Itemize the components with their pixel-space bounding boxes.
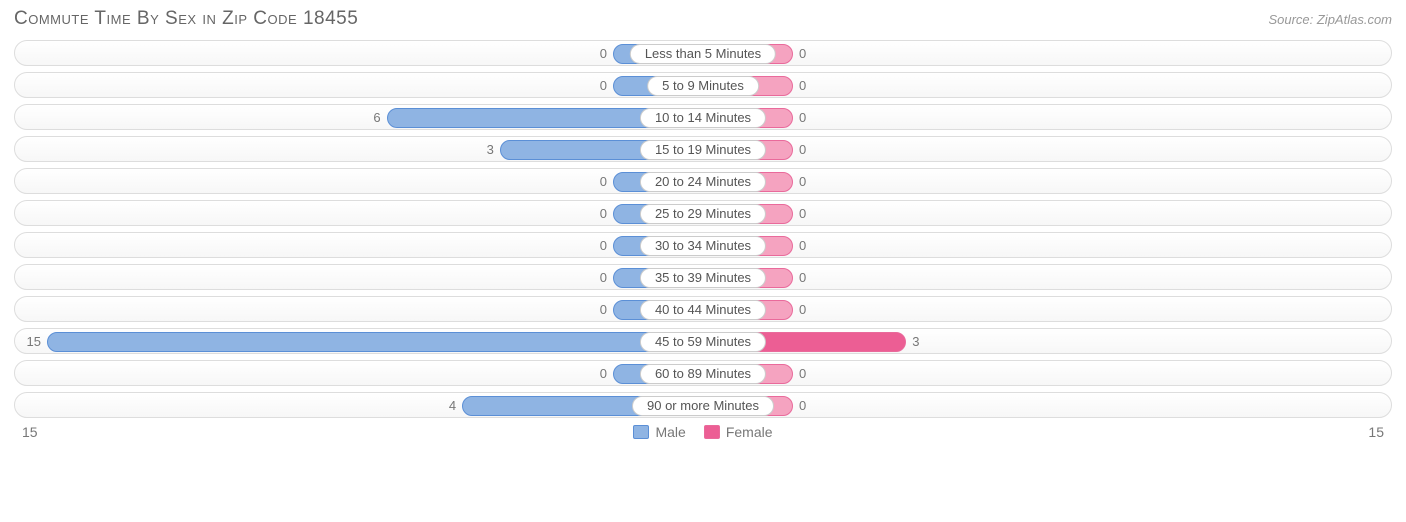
category-pill: Less than 5 Minutes [630, 44, 776, 64]
chart-row: 0 0 5 to 9 Minutes [14, 72, 1392, 98]
male-value-label: 0 [600, 361, 607, 387]
female-value-label: 0 [799, 169, 806, 195]
chart-row: 0 0 40 to 44 Minutes [14, 296, 1392, 322]
male-value-label: 0 [600, 233, 607, 259]
category-pill: 90 or more Minutes [632, 396, 774, 416]
category-pill: 10 to 14 Minutes [640, 108, 766, 128]
category-pill: 35 to 39 Minutes [640, 268, 766, 288]
female-value-label: 0 [799, 105, 806, 131]
chart-container: Commute Time By Sex in Zip Code 18455 So… [0, 0, 1406, 522]
category-pill: 25 to 29 Minutes [640, 204, 766, 224]
chart-rows: 0 0 Less than 5 Minutes 0 0 5 to 9 Minutes 6 0 1… [14, 40, 1392, 418]
female-value-label: 0 [799, 297, 806, 323]
male-value-label: 3 [487, 137, 494, 163]
chart-title: Commute Time By Sex in Zip Code 18455 [14, 8, 358, 30]
legend-item-female: Female [704, 424, 773, 440]
female-value-label: 0 [799, 361, 806, 387]
male-value-label: 0 [600, 297, 607, 323]
female-value-label: 0 [799, 201, 806, 227]
chart-row: 3 0 15 to 19 Minutes [14, 136, 1392, 162]
chart-row: 0 0 Less than 5 Minutes [14, 40, 1392, 66]
male-value-label: 15 [27, 329, 41, 355]
legend-male-label: Male [655, 424, 685, 440]
category-pill: 30 to 34 Minutes [640, 236, 766, 256]
female-swatch-icon [704, 425, 720, 439]
male-value-label: 4 [449, 393, 456, 419]
category-pill: 5 to 9 Minutes [647, 76, 759, 96]
legend-item-male: Male [633, 424, 685, 440]
female-value-label: 0 [799, 137, 806, 163]
female-value-label: 3 [912, 329, 919, 355]
chart-row: 0 0 30 to 34 Minutes [14, 232, 1392, 258]
male-swatch-icon [633, 425, 649, 439]
chart-row: 4 0 90 or more Minutes [14, 392, 1392, 418]
chart-row: 0 0 20 to 24 Minutes [14, 168, 1392, 194]
axis-max-right: 15 [1368, 424, 1392, 440]
chart-footer: 15 Male Female 15 [14, 424, 1392, 440]
chart-row: 0 0 25 to 29 Minutes [14, 200, 1392, 226]
axis-max-left: 15 [14, 424, 38, 440]
male-value-label: 0 [600, 265, 607, 291]
chart-row: 6 0 10 to 14 Minutes [14, 104, 1392, 130]
female-value-label: 0 [799, 73, 806, 99]
chart-source: Source: ZipAtlas.com [1268, 12, 1392, 27]
female-value-label: 0 [799, 265, 806, 291]
category-pill: 15 to 19 Minutes [640, 140, 766, 160]
female-value-label: 0 [799, 233, 806, 259]
category-pill: 40 to 44 Minutes [640, 300, 766, 320]
chart-header: Commute Time By Sex in Zip Code 18455 So… [14, 8, 1392, 30]
male-value-label: 0 [600, 73, 607, 99]
male-value-label: 0 [600, 41, 607, 67]
male-value-label: 0 [600, 169, 607, 195]
chart-legend: Male Female [38, 424, 1369, 440]
category-pill: 20 to 24 Minutes [640, 172, 766, 192]
female-value-label: 0 [799, 41, 806, 67]
category-pill: 60 to 89 Minutes [640, 364, 766, 384]
chart-row: 0 0 60 to 89 Minutes [14, 360, 1392, 386]
male-value-label: 0 [600, 201, 607, 227]
chart-row: 0 0 35 to 39 Minutes [14, 264, 1392, 290]
category-pill: 45 to 59 Minutes [640, 332, 766, 352]
female-value-label: 0 [799, 393, 806, 419]
chart-row: 15 3 45 to 59 Minutes [14, 328, 1392, 354]
male-value-label: 6 [373, 105, 380, 131]
male-bar [47, 332, 703, 352]
legend-female-label: Female [726, 424, 773, 440]
